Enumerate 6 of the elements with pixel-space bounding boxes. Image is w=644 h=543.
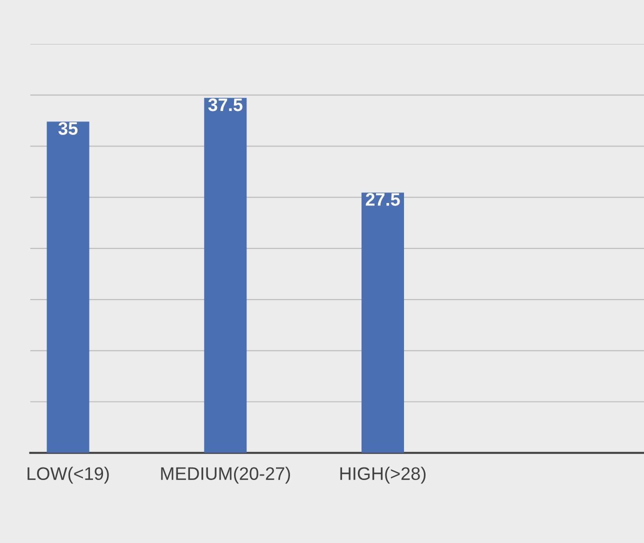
- data-label: 37.5: [208, 98, 242, 112]
- x-tick-label: HIGH(>28): [340, 466, 426, 484]
- data-label: 35: [58, 122, 78, 135]
- data-label: 27.5: [366, 193, 400, 206]
- x-tick-label: MEDIUM(20-27): [161, 466, 290, 484]
- x-tick-label: LOW(<19): [28, 466, 109, 484]
